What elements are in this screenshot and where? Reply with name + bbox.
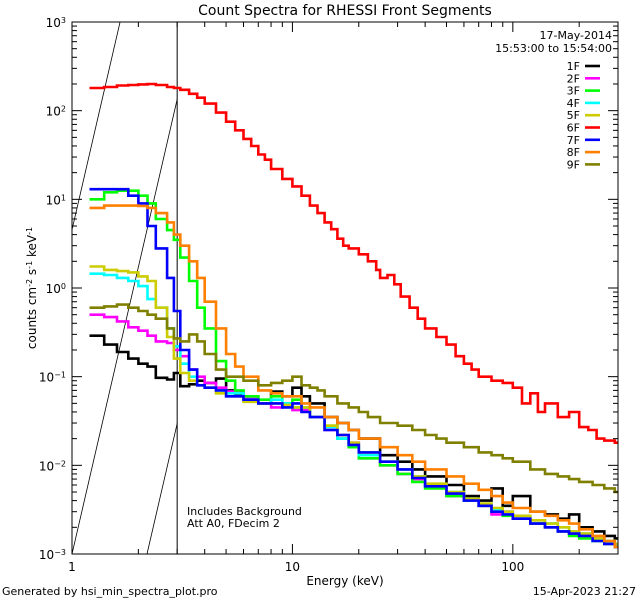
legend-label-6F: 6F bbox=[567, 122, 580, 135]
header-date: 17-May-2014 bbox=[540, 29, 612, 42]
x-axis: 1 10 100 bbox=[68, 22, 619, 574]
y-tick-label: 10−3 bbox=[39, 548, 66, 563]
x-tick-label: 1 bbox=[68, 560, 76, 574]
y-tick-label: 10−1 bbox=[39, 370, 66, 385]
legend-label-9F: 9F bbox=[567, 158, 580, 171]
chart-title: Count Spectra for RHESSI Front Segments bbox=[198, 3, 492, 19]
hatch-line bbox=[72, 97, 178, 554]
y-tick-label: 102 bbox=[46, 104, 66, 119]
legend-label-2F: 2F bbox=[567, 72, 580, 85]
series-5F bbox=[89, 265, 618, 546]
x-tick-label: 100 bbox=[501, 560, 524, 574]
legend-label-8F: 8F bbox=[567, 146, 580, 159]
y-axis: 103 102 101 100 10−1 10−2 10−3 bbox=[39, 16, 618, 563]
hatch-line bbox=[72, 22, 121, 232]
y-tick-label: 103 bbox=[46, 16, 66, 31]
legend-label-1F: 1F bbox=[567, 60, 580, 73]
series-7F bbox=[89, 187, 618, 549]
hatch-line bbox=[372, 0, 502, 554]
series-3F bbox=[89, 189, 618, 549]
series-group bbox=[89, 82, 618, 549]
hatch-line bbox=[297, 0, 427, 554]
hatch-line bbox=[222, 0, 352, 554]
footer-generated-by: Generated by hsi_min_spectra_plot.pro bbox=[2, 585, 218, 598]
plot-frame bbox=[71, 21, 619, 555]
header-time-range: 15:53:00 to 15:54:00 bbox=[495, 42, 612, 55]
hatch-line bbox=[146, 421, 178, 554]
hatch-line bbox=[522, 0, 640, 554]
series-8F bbox=[89, 204, 618, 549]
y-tick-label: 10−2 bbox=[39, 459, 66, 474]
y-tick-label: 100 bbox=[46, 282, 66, 297]
series-9F bbox=[89, 303, 618, 494]
annotation-attenuator: Att A0, FDecim 2 bbox=[187, 517, 280, 530]
y-tick-label: 101 bbox=[46, 193, 66, 208]
hatch-line bbox=[447, 0, 577, 554]
footer-timestamp: 15-Apr-2023 21:27 bbox=[533, 585, 636, 598]
legend-label-7F: 7F bbox=[567, 134, 580, 147]
series-6F bbox=[89, 82, 618, 444]
x-axis-label: Energy (keV) bbox=[306, 574, 383, 588]
y-axis-label: counts cm-2 s-1 keV-1 bbox=[25, 227, 40, 349]
annotation-background: Includes Background bbox=[187, 505, 302, 518]
legend-label-3F: 3F bbox=[567, 85, 580, 98]
x-tick-label: 10 bbox=[285, 560, 300, 574]
legend-label-5F: 5F bbox=[567, 109, 580, 122]
series-1F bbox=[89, 334, 618, 540]
legend-label-4F: 4F bbox=[567, 97, 580, 110]
